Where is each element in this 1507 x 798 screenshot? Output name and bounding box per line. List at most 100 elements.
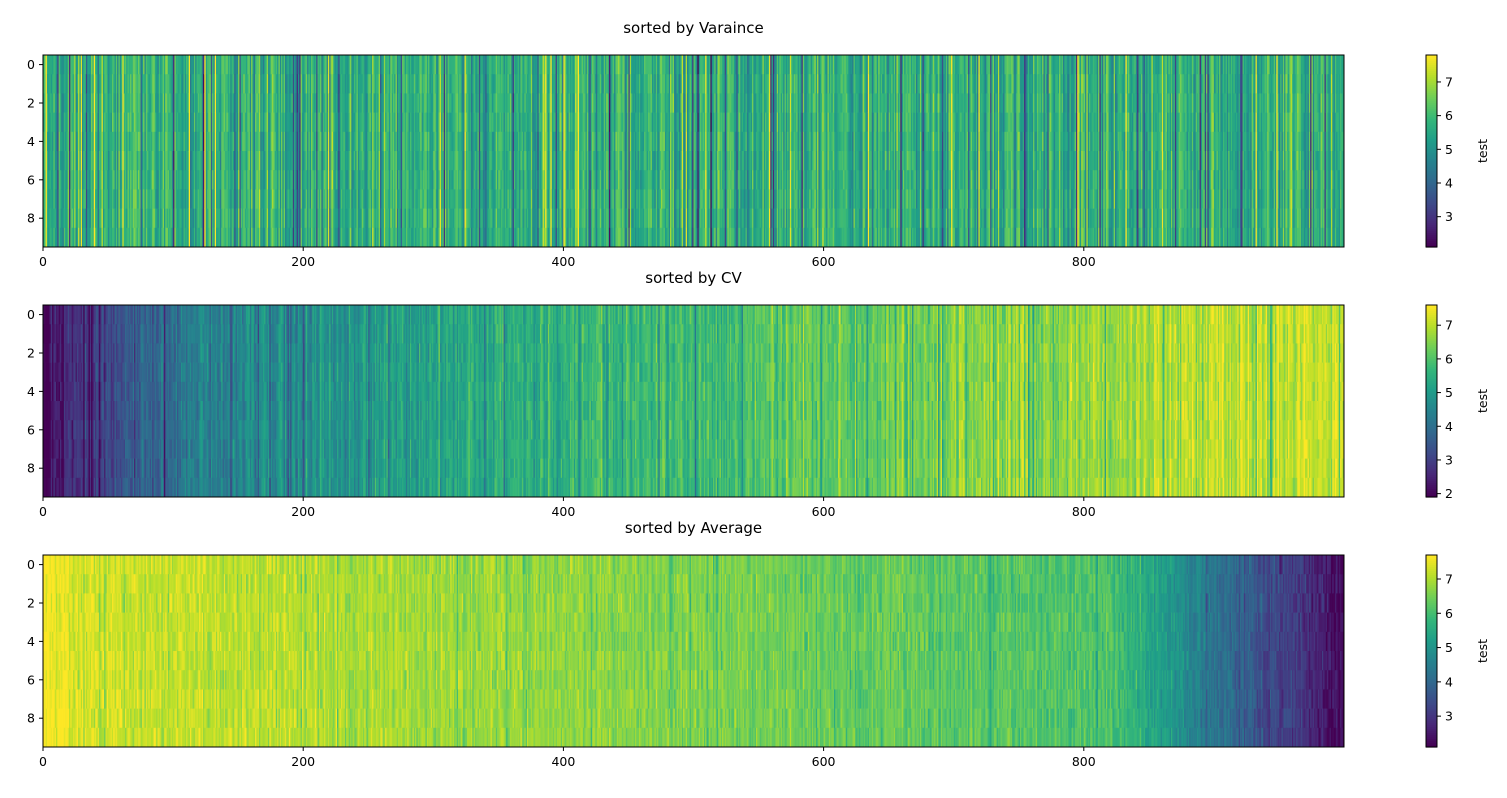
heatmap-cell: [76, 170, 79, 190]
heatmap-cell: [351, 208, 353, 229]
heatmap-cell: [161, 74, 164, 94]
heatmap-cell: [136, 74, 139, 94]
heatmap-cell: [197, 112, 200, 133]
heatmap-cell: [69, 227, 71, 248]
heatmap-cell: [338, 55, 340, 75]
heatmap-cell: [338, 227, 340, 248]
heatmap-cell: [226, 151, 229, 171]
heatmap-cell: [100, 170, 102, 190]
heatmap-cell: [74, 74, 76, 94]
heatmap-cell: [193, 189, 196, 209]
heatmap-cell: [329, 151, 331, 171]
heatmap-cell: [49, 189, 52, 209]
heatmap-cell: [166, 74, 169, 94]
heatmap-cell: [262, 112, 265, 133]
heatmap-cell: [225, 112, 227, 133]
heatmap-cell: [330, 55, 333, 75]
heatmap-cell: [324, 208, 326, 229]
heatmap-cell: [57, 93, 59, 113]
heatmap-cell: [256, 189, 259, 209]
heatmap-cell: [231, 170, 234, 190]
heatmap-cell: [197, 74, 200, 94]
heatmap-cell: [205, 74, 208, 94]
heatmap-cell: [322, 189, 325, 209]
heatmap-cell: [262, 170, 265, 190]
heatmap-cell: [329, 208, 331, 229]
heatmap-cell: [313, 112, 316, 133]
heatmap-cell: [126, 208, 128, 229]
heatmap-cell: [206, 55, 209, 75]
heatmap-cell: [76, 227, 79, 248]
heatmap-cell: [368, 151, 370, 171]
heatmap-cell: [386, 151, 389, 171]
heatmap-cell: [343, 131, 346, 152]
heatmap-cell: [182, 55, 184, 75]
heatmap-cell: [235, 227, 238, 248]
heatmap-cell: [118, 112, 121, 133]
heatmap-cell: [153, 55, 156, 75]
heatmap-cell: [144, 112, 147, 133]
heatmap-cell: [270, 227, 273, 248]
heatmap-cell: [204, 74, 206, 94]
heatmap-cell: [111, 74, 114, 94]
heatmap-cell: [158, 112, 161, 133]
heatmap-cell: [232, 227, 235, 248]
heatmap-cell: [340, 189, 343, 209]
heatmap-cell: [248, 208, 251, 229]
heatmap-cell: [316, 55, 318, 75]
heatmap-cell: [369, 131, 372, 152]
heatmap-cell: [320, 227, 322, 248]
heatmap-cell: [282, 227, 285, 248]
heatmap-cell: [173, 55, 175, 75]
heatmap-cell: [136, 93, 139, 113]
heatmap-cell: [52, 93, 54, 113]
heatmap-cell: [219, 189, 222, 209]
heatmap-cell: [95, 170, 97, 190]
heatmap-cell: [385, 93, 387, 113]
heatmap-cell: [333, 93, 335, 113]
heatmap-cell: [110, 170, 113, 190]
heatmap-cell: [161, 112, 164, 133]
heatmap-cell: [139, 227, 141, 248]
heatmap-cell: [316, 112, 318, 133]
heatmap-cell: [145, 227, 148, 248]
heatmap-cell: [383, 170, 386, 190]
heatmap-cell: [61, 170, 63, 190]
heatmap-cell: [89, 227, 92, 248]
heatmap-cell: [268, 189, 270, 209]
heatmap-cell: [334, 55, 337, 75]
heatmap-cell: [326, 55, 329, 75]
heatmap-cell: [353, 55, 356, 75]
heatmap-cell: [374, 170, 377, 190]
heatmap-cell: [348, 227, 351, 248]
heatmap-cell: [343, 93, 346, 113]
heatmap-cell: [360, 112, 363, 133]
heatmap-cell: [353, 227, 356, 248]
heatmap-cell: [121, 208, 123, 229]
heatmap-cell: [361, 208, 364, 229]
heatmap-cell: [304, 151, 307, 171]
heatmap-cell: [290, 208, 292, 229]
heatmap-cell: [97, 55, 100, 75]
heatmap-cell: [307, 112, 309, 133]
heatmap-cell: [69, 55, 71, 75]
heatmap-cell: [240, 227, 243, 248]
heatmap-cell: [157, 131, 160, 152]
heatmap-cell: [299, 93, 301, 113]
heatmap-cell: [379, 55, 382, 75]
heatmap-cell: [192, 74, 195, 94]
heatmap-cell: [373, 93, 376, 113]
heatmap-cell: [256, 74, 259, 94]
heatmap-cell: [378, 227, 381, 248]
heatmap-cell: [212, 208, 214, 229]
heatmap-cell: [284, 227, 287, 248]
heatmap-cell: [201, 74, 204, 94]
heatmap-cell: [337, 227, 339, 248]
heatmap-cell: [324, 112, 326, 133]
heatmap-cell: [160, 131, 162, 152]
heatmap-cell: [70, 227, 72, 248]
heatmap-cell: [251, 208, 253, 229]
heatmap-cell: [102, 208, 105, 229]
heatmap-cell: [262, 208, 265, 229]
heatmap-cell: [318, 74, 321, 94]
